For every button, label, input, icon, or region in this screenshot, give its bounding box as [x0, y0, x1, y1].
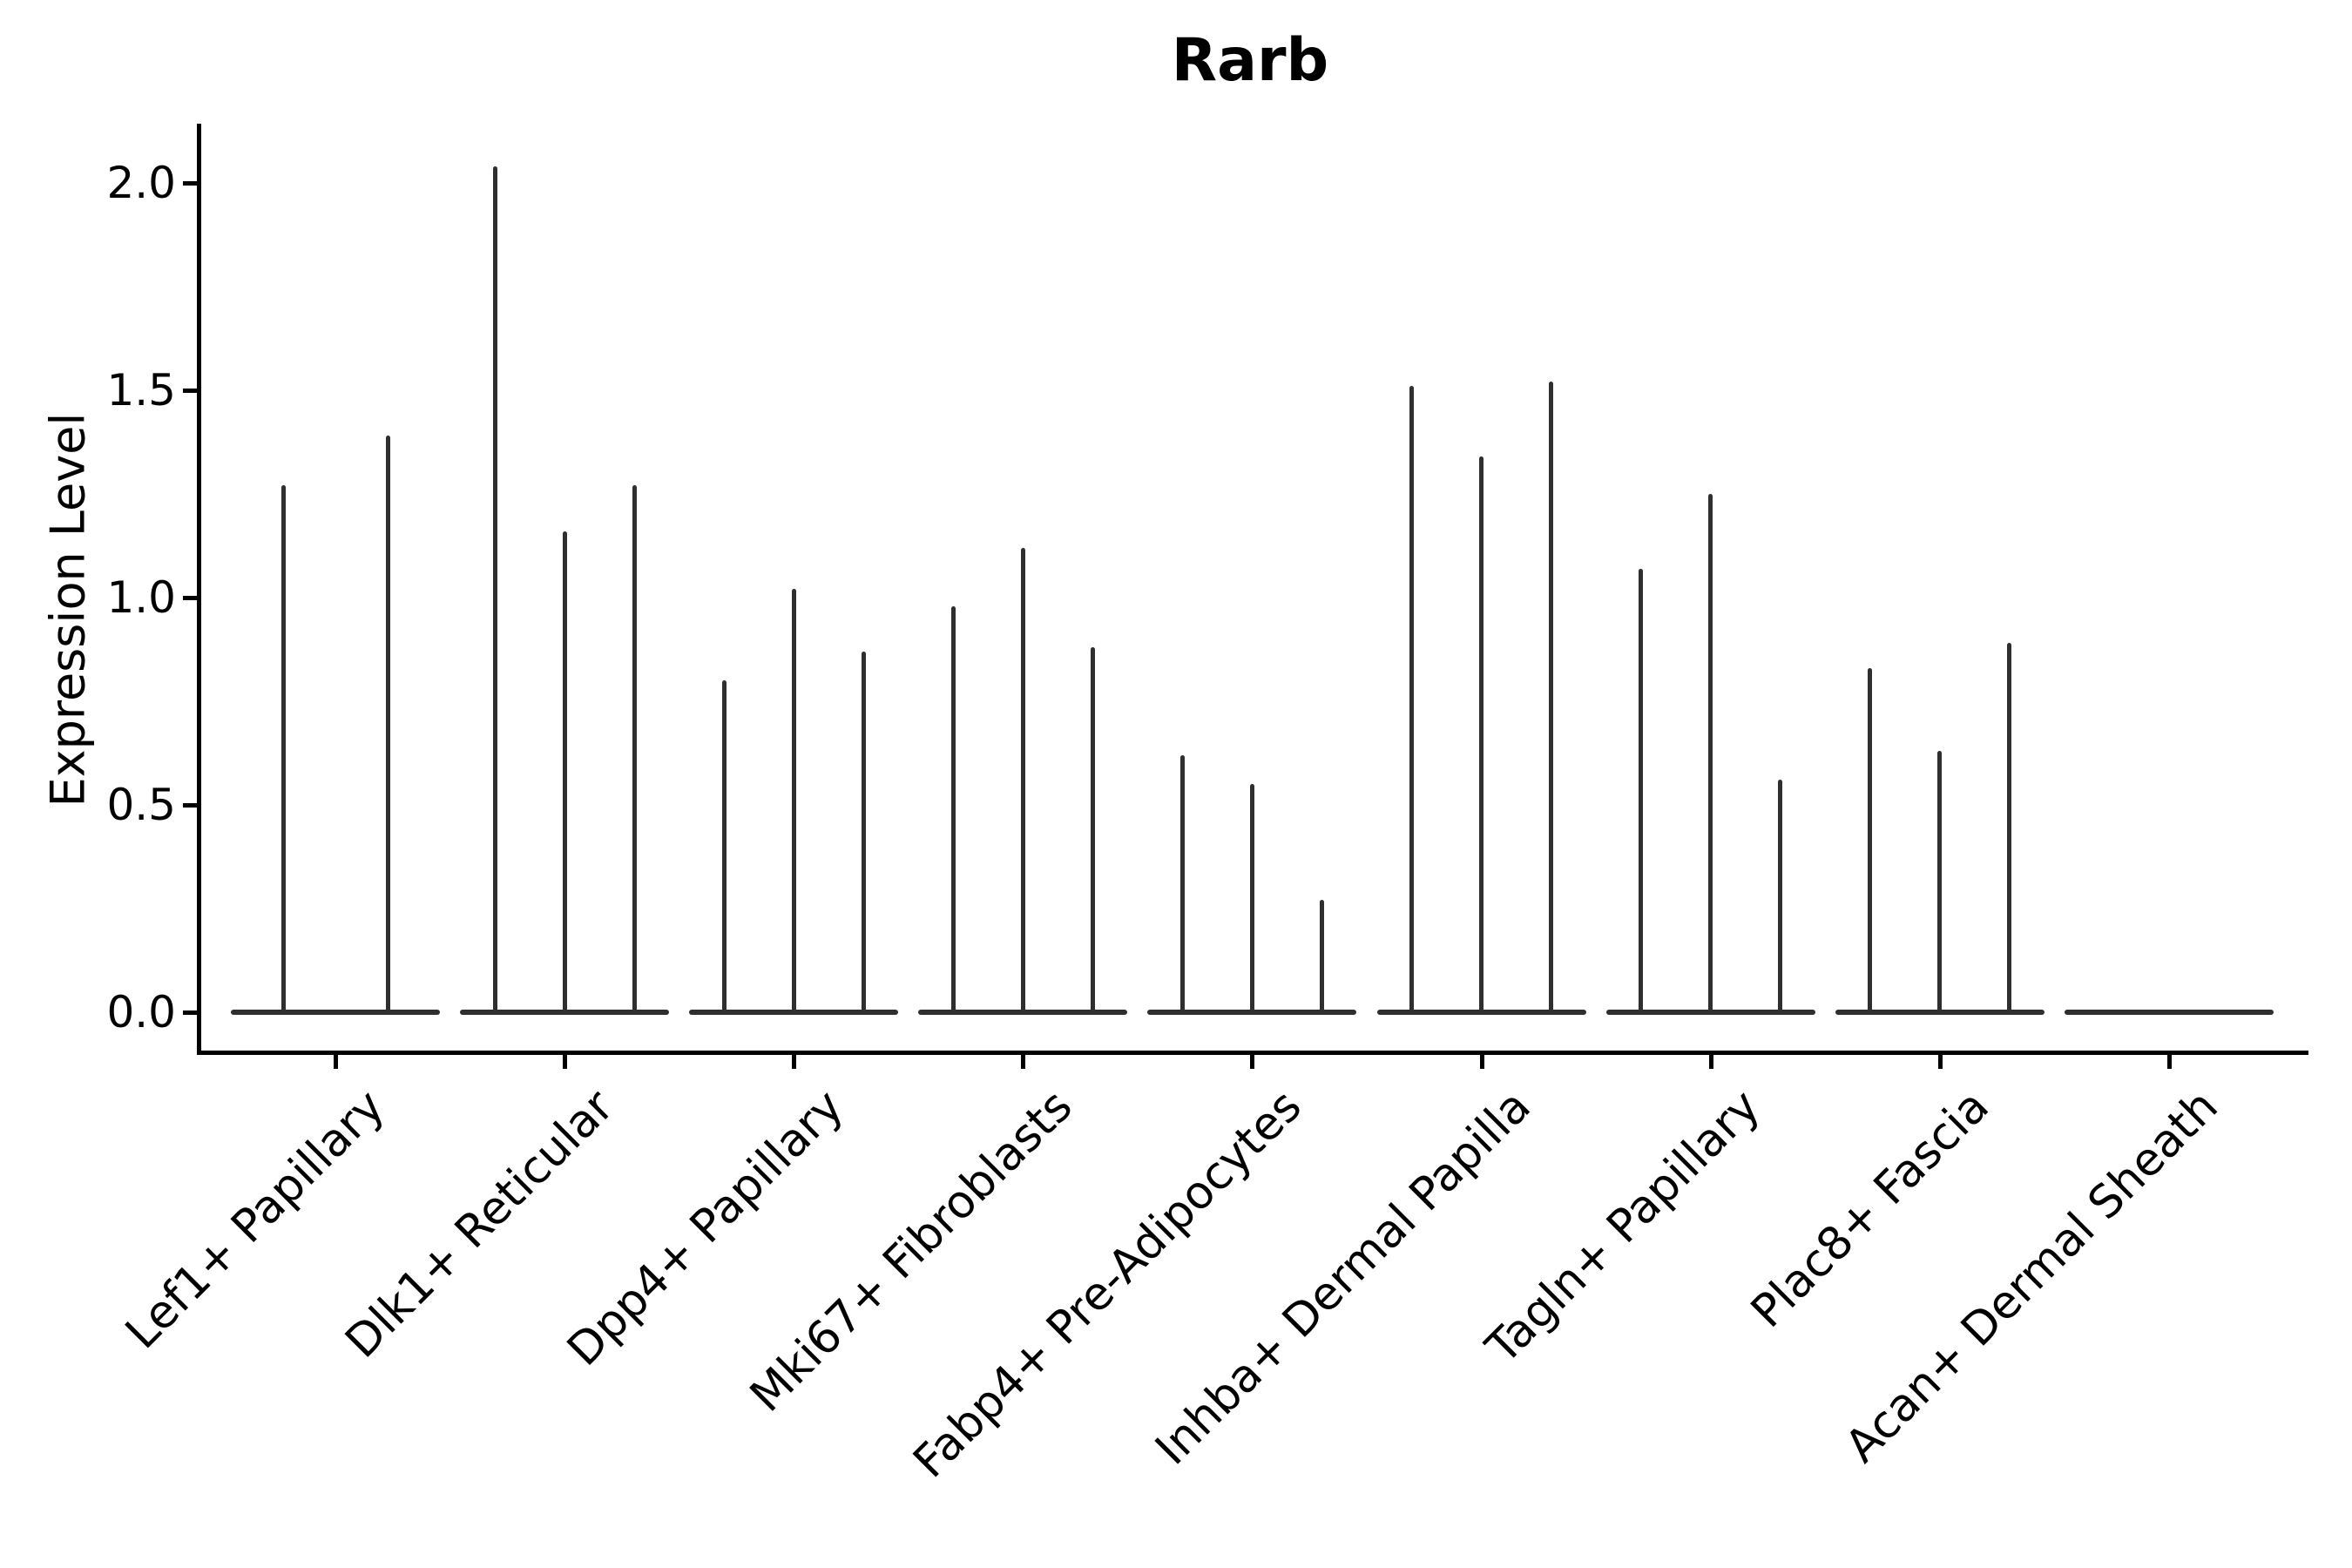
y-tick-label: 2.0: [106, 158, 176, 208]
y-tick-mark: [183, 389, 197, 393]
violin-spike: [791, 589, 796, 1014]
x-tick-mark: [1937, 1055, 1943, 1069]
violin-base: [231, 1010, 440, 1015]
violin-spike: [1868, 667, 1873, 1014]
violin-spike: [562, 531, 567, 1014]
y-tick-mark: [183, 596, 197, 600]
violin-spike: [721, 680, 727, 1014]
x-tick-mark: [563, 1055, 568, 1069]
violin-spike: [2007, 643, 2012, 1014]
chart-title: Rarb: [1171, 26, 1329, 95]
x-axis-spine: [197, 1051, 2308, 1055]
violin-base: [2064, 1010, 2274, 1015]
violin-spike: [1708, 494, 1713, 1014]
x-tick-mark: [334, 1055, 338, 1069]
x-tick-mark: [1021, 1055, 1026, 1069]
violin-spike: [1409, 386, 1414, 1014]
violin-spike: [492, 166, 497, 1014]
violin-spike: [1549, 382, 1553, 1014]
violin-spike: [1179, 754, 1185, 1014]
violin-spike: [280, 485, 286, 1014]
x-tick-label: Inhba+ Dermal Papilla: [1146, 1080, 1541, 1476]
y-tick-mark: [183, 1010, 197, 1015]
violin-spike: [950, 605, 956, 1014]
violin-spike: [1249, 784, 1254, 1014]
violin-spike: [1020, 547, 1025, 1014]
y-tick-label: 0.0: [106, 987, 176, 1037]
x-tick-mark: [1708, 1055, 1713, 1069]
y-axis-spine: [197, 124, 201, 1055]
x-tick-label: Fabp4+ Pre-Adipocytes: [903, 1080, 1312, 1489]
y-tick-label: 1.0: [106, 572, 176, 623]
x-tick-mark: [792, 1055, 797, 1069]
y-tick-mark: [183, 181, 197, 186]
x-tick-label: Acan+ Dermal Sheath: [1835, 1080, 2229, 1473]
x-tick-label: Plac8+ Fascia: [1741, 1080, 2000, 1338]
violin-spike: [632, 485, 637, 1014]
y-tick-mark: [183, 803, 197, 808]
violin-spike: [1319, 900, 1324, 1014]
y-tick-label: 0.5: [106, 780, 176, 830]
violin-spike: [861, 651, 866, 1014]
y-tick-label: 1.5: [106, 365, 176, 416]
violin-spike: [1639, 568, 1644, 1014]
violin-spike: [1479, 456, 1484, 1014]
violin-spike: [1937, 751, 1943, 1014]
violin-spike: [1778, 780, 1783, 1014]
x-tick-mark: [1479, 1055, 1484, 1069]
x-tick-mark: [1250, 1055, 1255, 1069]
violin-spike: [385, 436, 390, 1014]
x-tick-mark: [2166, 1055, 2172, 1069]
violin-spike: [1090, 647, 1095, 1014]
